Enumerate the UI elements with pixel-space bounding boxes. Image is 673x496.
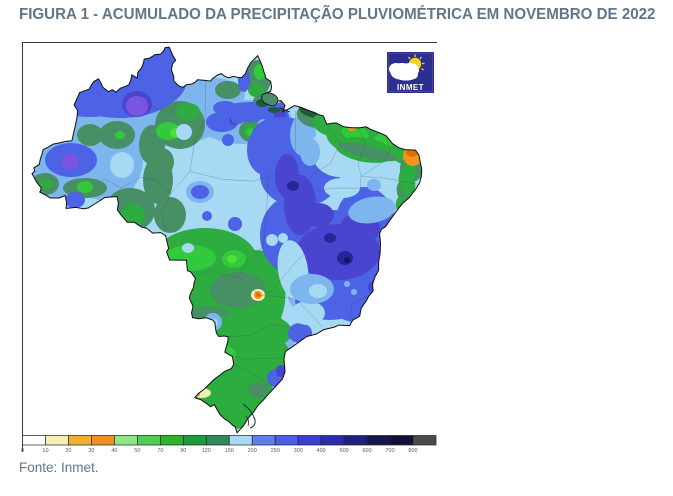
svg-text:400: 400	[317, 448, 326, 454]
svg-text:300: 300	[294, 448, 303, 454]
svg-text:500: 500	[340, 448, 349, 454]
svg-text:INMET: INMET	[397, 83, 424, 92]
svg-text:90: 90	[180, 448, 186, 454]
svg-text:40: 40	[111, 448, 117, 454]
svg-text:250: 250	[271, 448, 280, 454]
svg-text:120: 120	[202, 448, 211, 454]
svg-text:70: 70	[157, 448, 163, 454]
svg-text:600: 600	[362, 448, 371, 454]
svg-text:30: 30	[88, 448, 94, 454]
svg-text:800: 800	[408, 448, 417, 454]
svg-text:200: 200	[248, 448, 257, 454]
svg-text:20: 20	[65, 448, 71, 454]
svg-text:10: 10	[42, 448, 48, 454]
svg-text:150: 150	[225, 448, 234, 454]
svg-text:700: 700	[385, 448, 394, 454]
svg-text:0: 0	[21, 448, 24, 454]
svg-text:50: 50	[134, 448, 140, 454]
